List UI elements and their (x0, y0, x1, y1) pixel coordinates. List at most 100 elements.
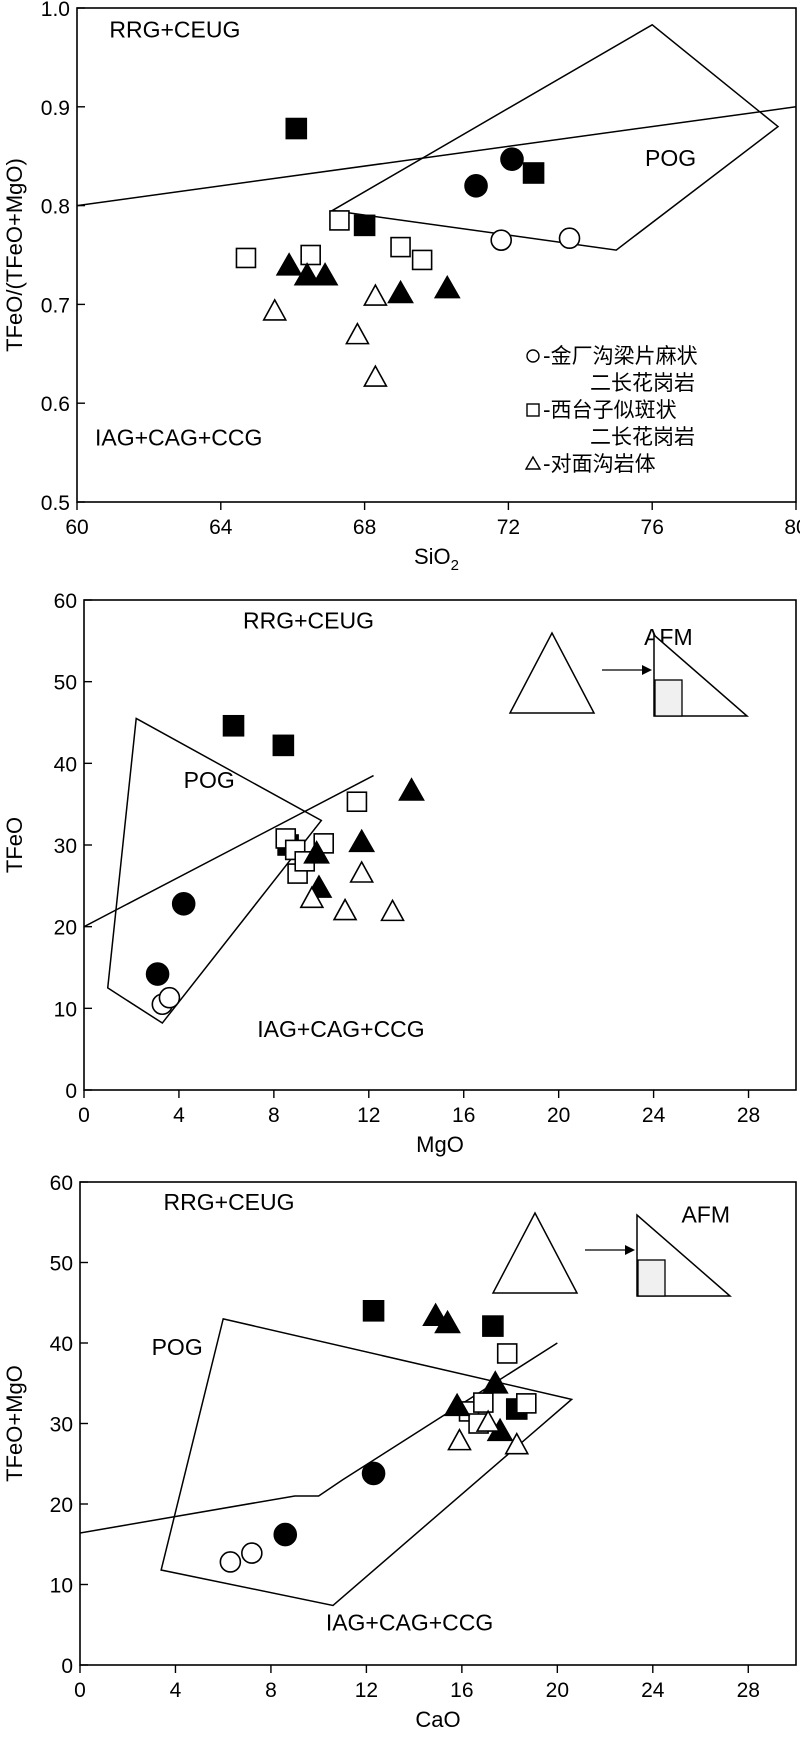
discrimination-boundary-line (77, 106, 796, 207)
discrimination-boundary-line (80, 1342, 558, 1534)
y-axis-label: TFeO+MgO (2, 1365, 27, 1482)
series-circle-open (219, 1542, 263, 1573)
series-circle-filled (273, 1461, 386, 1547)
afm-inset (508, 631, 750, 717)
data-point (171, 891, 196, 916)
y-tick-label: 0.9 (41, 97, 70, 120)
x-tick-label: 20 (546, 1679, 569, 1702)
region-label: POG (184, 767, 235, 793)
y-tick-label: 60 (50, 1172, 73, 1195)
legend-entry-text: 二长花岗岩 (590, 425, 695, 449)
data-point (387, 279, 414, 304)
data-point (516, 1393, 537, 1414)
data-point (272, 734, 295, 757)
data-point (422, 1302, 449, 1327)
region-label: RRG+CEUG (243, 608, 374, 634)
discrimination-boundary-line (84, 774, 374, 928)
x-tick-label: 16 (450, 1679, 473, 1702)
data-point (496, 1343, 518, 1364)
data-point (473, 1392, 494, 1413)
region-label: RRG+CEUG (164, 1189, 295, 1215)
y-tick-label: 40 (50, 1333, 73, 1356)
x-tick-label: 0 (78, 1104, 90, 1127)
x-axis-label-subscript: 2 (451, 557, 459, 574)
data-point (158, 986, 181, 1009)
y-axis-label: TFeO/(TFeO+MgO) (2, 158, 27, 352)
data-point (300, 244, 321, 266)
x-tick-label: 60 (65, 516, 88, 539)
data-point (447, 1427, 472, 1451)
data-point (346, 791, 368, 813)
data-point (504, 1431, 530, 1455)
data-point (332, 897, 358, 921)
chart-panel-3: 0 4 8 12 16 20 24 28 0 10 20 30 40 50 60 CaO TFeO+MgO RRG… (2, 1172, 797, 1732)
x-axis-label: CaO (415, 1707, 460, 1732)
data-point (273, 1522, 298, 1547)
data-point (293, 262, 321, 286)
data-point (411, 249, 433, 271)
data-point (434, 1309, 461, 1334)
x-tick-label: 12 (357, 1104, 380, 1127)
data-point (361, 1461, 386, 1486)
afm-shaded-box (637, 1259, 666, 1297)
afm-arrow-head (642, 665, 652, 675)
data-point (241, 1542, 263, 1564)
data-point (235, 247, 257, 269)
x-tick-label: 80 (784, 516, 800, 539)
data-point (363, 364, 388, 387)
legend-entry-text: -金厂沟梁片麻状 (543, 344, 698, 368)
x-tick-label: 0 (74, 1679, 86, 1702)
data-point (311, 262, 339, 286)
pog-field-polygon (160, 1317, 574, 1607)
x-tick-label: 28 (737, 1104, 760, 1127)
data-point (481, 1370, 509, 1394)
y-tick-label: 40 (54, 753, 77, 776)
series-square-filled (285, 117, 545, 237)
y-tick-label: 0 (61, 1655, 73, 1678)
afm-arrow-head (625, 1245, 635, 1255)
x-tick-label: 24 (642, 1104, 666, 1127)
y-tick-label: 0.7 (41, 294, 70, 317)
y-tick-label: 20 (50, 1494, 73, 1517)
y-tick-label: 50 (50, 1253, 73, 1276)
series-triangle-open (262, 283, 388, 387)
data-point (275, 252, 303, 276)
y-tick-label: 0 (65, 1080, 77, 1103)
series-square-open (275, 791, 368, 884)
region-label: AFM (681, 1201, 730, 1227)
x-axis-label: MgO (416, 1132, 464, 1157)
data-point (262, 298, 288, 321)
data-point (490, 229, 513, 251)
series-circle-filled (145, 891, 196, 986)
data-point (348, 828, 376, 853)
data-point (482, 1315, 504, 1337)
y-tick-label: 60 (54, 590, 77, 613)
x-tick-label: 8 (268, 1104, 280, 1127)
series-triangle-open (299, 860, 405, 922)
legend-entry-text: -对面沟岩体 (543, 452, 656, 476)
x-tick-label: 68 (353, 516, 376, 539)
afm-shaded-box (654, 679, 683, 717)
x-tick-label: 12 (355, 1679, 378, 1702)
data-point (349, 860, 375, 883)
data-point (500, 147, 524, 171)
data-point (345, 321, 370, 345)
x-tick-label: 20 (547, 1104, 570, 1127)
y-tick-label: 0.5 (41, 492, 70, 515)
region-label: IAG+CAG+CCG (257, 1016, 424, 1042)
series-square-open (235, 210, 433, 271)
y-tick-label: 0.8 (41, 196, 70, 219)
data-point (363, 283, 388, 306)
legend-square-icon (526, 403, 540, 417)
legend-triangle-icon (524, 455, 542, 470)
legend-entry-text: 二长花岗岩 (590, 371, 695, 395)
afm-source-triangle (508, 631, 596, 714)
data-point (433, 274, 461, 299)
x-tick-label: 4 (173, 1104, 185, 1127)
data-point (390, 236, 411, 258)
y-tick-label: 1.0 (41, 0, 70, 21)
data-point (285, 117, 308, 140)
region-label: IAG+CAG+CCG (326, 1609, 493, 1635)
